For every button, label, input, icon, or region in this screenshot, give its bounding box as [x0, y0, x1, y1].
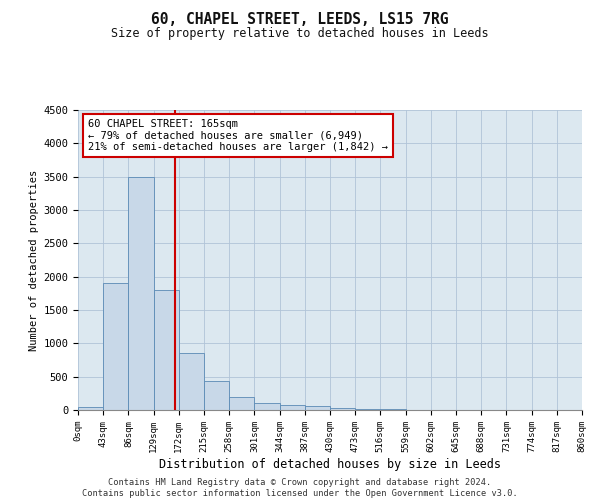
Bar [280, 404, 305, 410]
Bar [254, 402, 280, 410]
Bar [229, 396, 254, 410]
Bar [305, 406, 330, 410]
Bar [355, 408, 380, 410]
X-axis label: Distribution of detached houses by size in Leeds: Distribution of detached houses by size … [159, 458, 501, 470]
Bar [204, 382, 229, 410]
Text: 60 CHAPEL STREET: 165sqm
← 79% of detached houses are smaller (6,949)
21% of sem: 60 CHAPEL STREET: 165sqm ← 79% of detach… [88, 119, 388, 152]
Text: Contains HM Land Registry data © Crown copyright and database right 2024.
Contai: Contains HM Land Registry data © Crown c… [82, 478, 518, 498]
Y-axis label: Number of detached properties: Number of detached properties [29, 170, 39, 350]
Bar [154, 290, 179, 410]
Bar [330, 408, 355, 410]
Text: 60, CHAPEL STREET, LEEDS, LS15 7RG: 60, CHAPEL STREET, LEEDS, LS15 7RG [151, 12, 449, 28]
Bar [103, 284, 128, 410]
Bar [128, 176, 154, 410]
Bar [78, 406, 103, 410]
Text: Size of property relative to detached houses in Leeds: Size of property relative to detached ho… [111, 28, 489, 40]
Bar [179, 354, 204, 410]
